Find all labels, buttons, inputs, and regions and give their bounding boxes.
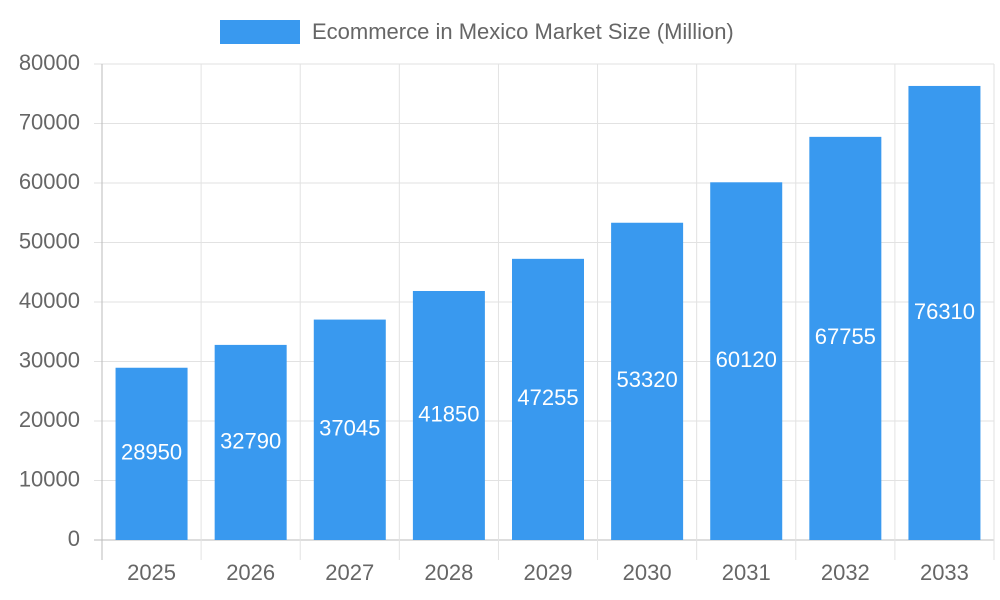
x-tick-label: 2028 bbox=[424, 560, 473, 585]
data-label: 32790 bbox=[220, 428, 281, 453]
y-tick-label: 50000 bbox=[19, 228, 80, 253]
data-label: 41850 bbox=[418, 401, 479, 426]
y-tick-label: 30000 bbox=[19, 347, 80, 372]
x-tick-label: 2032 bbox=[821, 560, 870, 585]
data-label: 53320 bbox=[617, 367, 678, 392]
bar bbox=[313, 319, 386, 540]
x-tick-label: 2033 bbox=[920, 560, 969, 585]
bar bbox=[115, 367, 188, 540]
bar bbox=[214, 344, 287, 540]
y-tick-label: 10000 bbox=[19, 466, 80, 491]
x-tick-label: 2030 bbox=[623, 560, 672, 585]
bar bbox=[809, 136, 882, 540]
y-tick-label: 40000 bbox=[19, 288, 80, 313]
bar bbox=[908, 85, 981, 540]
data-label: 60120 bbox=[716, 347, 777, 372]
legend-label: Ecommerce in Mexico Market Size (Million… bbox=[312, 19, 734, 44]
y-tick-label: 60000 bbox=[19, 169, 80, 194]
data-label: 37045 bbox=[319, 416, 380, 441]
x-tick-label: 2029 bbox=[524, 560, 573, 585]
y-tick-label: 80000 bbox=[19, 50, 80, 75]
x-tick-label: 2026 bbox=[226, 560, 275, 585]
data-label: 28950 bbox=[121, 440, 182, 465]
bar bbox=[710, 182, 783, 540]
x-tick-label: 2025 bbox=[127, 560, 176, 585]
x-tick-label: 2031 bbox=[722, 560, 771, 585]
y-tick-label: 0 bbox=[68, 526, 80, 551]
y-tick-label: 70000 bbox=[19, 109, 80, 134]
bar bbox=[512, 258, 584, 540]
x-tick-label: 2027 bbox=[325, 560, 374, 585]
y-tick-label: 20000 bbox=[19, 407, 80, 432]
data-label: 47255 bbox=[517, 385, 578, 410]
legend-swatch bbox=[220, 20, 300, 44]
data-label: 76310 bbox=[914, 299, 975, 324]
bar bbox=[611, 222, 684, 540]
data-label: 67755 bbox=[815, 324, 876, 349]
bar bbox=[412, 290, 485, 540]
